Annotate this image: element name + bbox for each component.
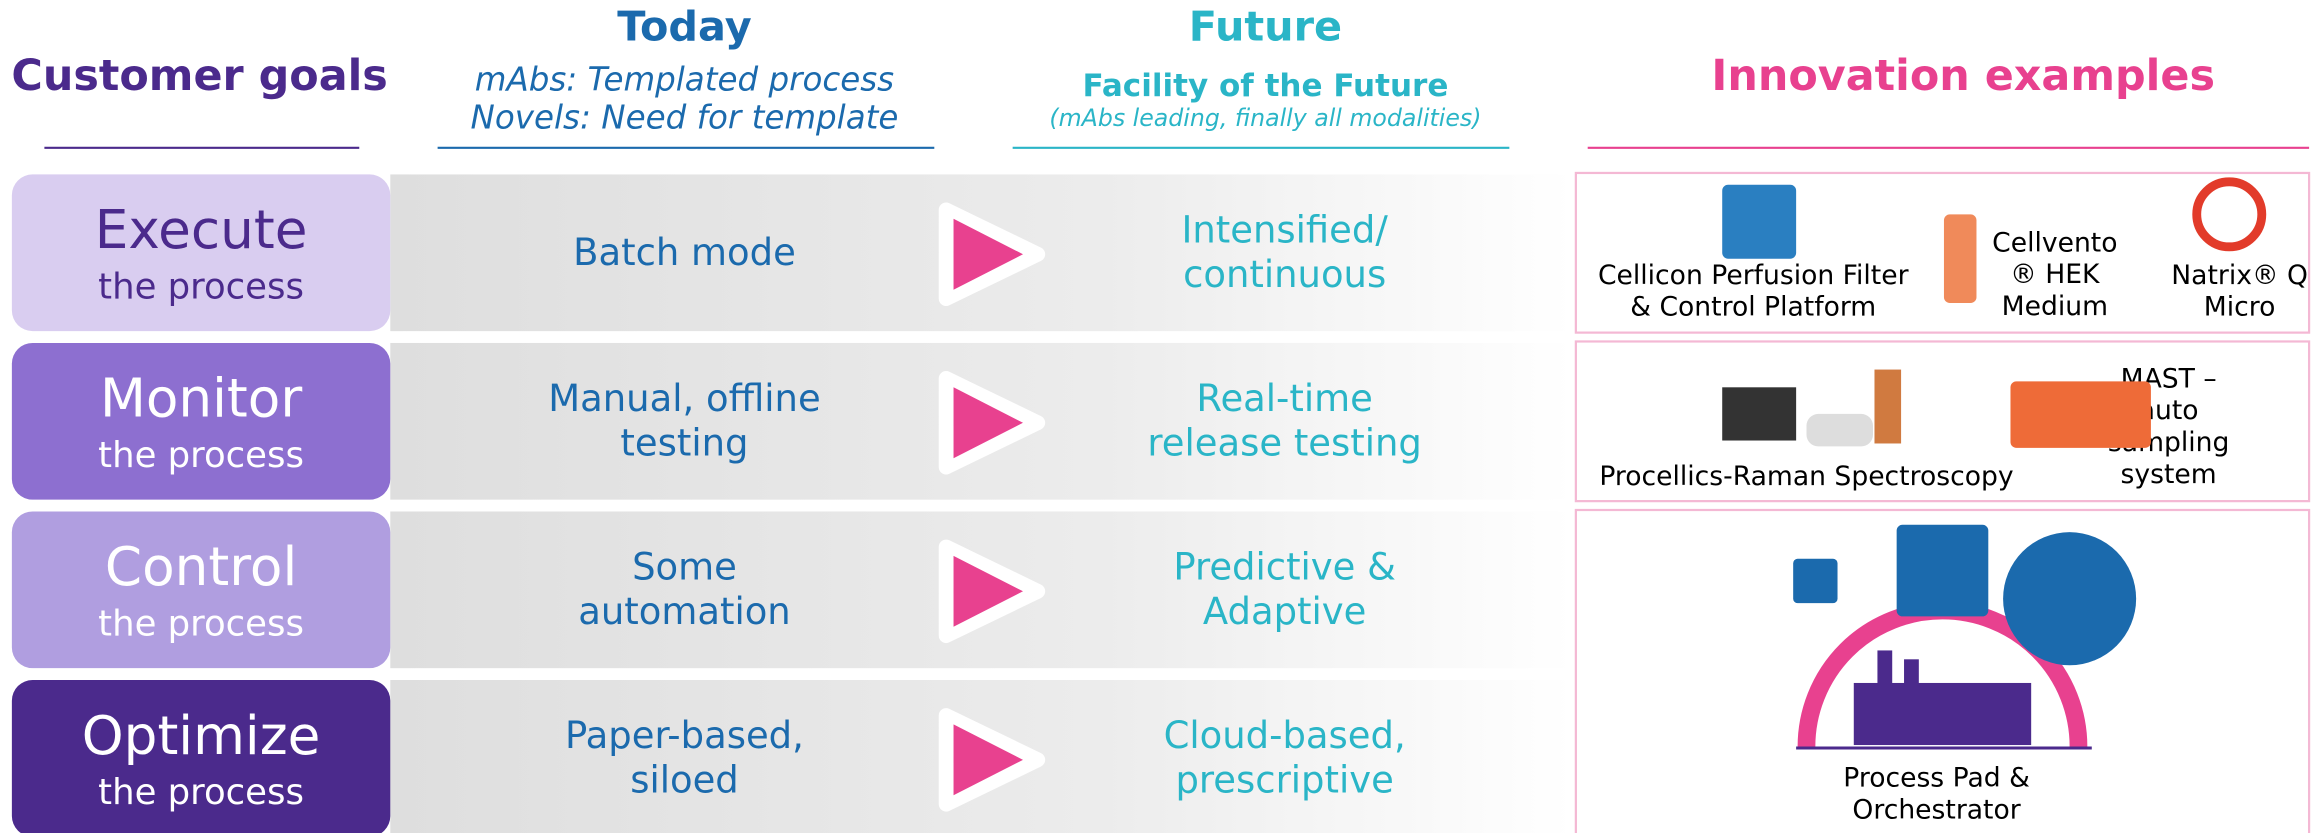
- goal-title: Monitor: [100, 368, 302, 430]
- goal-title: Optimize: [82, 705, 321, 767]
- goal-subtitle: the process: [98, 435, 304, 476]
- goal-title: Control: [105, 536, 297, 598]
- goals-heading: Customer goals: [11, 51, 387, 101]
- future-subtitle: Facility of the Future: [1082, 68, 1448, 104]
- goal-subtitle: the process: [98, 266, 304, 307]
- future-text: Intensified/: [1181, 209, 1388, 252]
- example-label: Procellics-Raman Spectroscopy: [1599, 461, 2013, 492]
- product-image: [2192, 177, 2267, 252]
- example-label: Natrix® Q: [2171, 260, 2308, 291]
- future-heading: Future: [1189, 3, 1342, 51]
- goal-title: Execute: [95, 199, 308, 261]
- future-text: Cloud-based,: [1164, 714, 1406, 757]
- today-heading: Today: [617, 3, 751, 51]
- arrow: [953, 218, 1023, 290]
- goal-subtitle: the process: [98, 772, 304, 813]
- example-label: Orchestrator: [1852, 794, 2020, 825]
- future-note: (mAbs leading, finally all modalities): [1049, 104, 1481, 132]
- goal-box: [11, 680, 391, 833]
- today-text: Batch mode: [573, 231, 796, 274]
- future-text: release testing: [1147, 421, 1422, 464]
- arrow: [953, 724, 1023, 796]
- future-text: Predictive &: [1173, 546, 1396, 589]
- example-label: Medium: [2002, 291, 2108, 322]
- arrow: [953, 555, 1023, 627]
- today-text: Paper-based,: [565, 714, 804, 757]
- process-pad-diagram: [1793, 524, 2137, 750]
- example-frame: [1574, 508, 2311, 833]
- example-label: & Control Platform: [1630, 292, 1876, 323]
- goal-subtitle: the process: [98, 603, 304, 644]
- today-line: mAbs: Templated process: [475, 60, 894, 98]
- today-text: testing: [620, 421, 748, 464]
- rows: Execute the process Batch mode Intensified/…: [11, 171, 2311, 833]
- today-text: Some: [632, 546, 737, 589]
- arrow: [953, 387, 1023, 459]
- goal-box: [11, 174, 391, 332]
- today-line: Novels: Need for template: [471, 99, 899, 137]
- future-text: Real-time: [1196, 377, 1372, 420]
- today-text: Manual, offline: [548, 377, 820, 420]
- example-label: Process Pad &: [1843, 763, 2030, 794]
- future-text: prescriptive: [1175, 758, 1393, 801]
- product-image: [1943, 214, 1977, 304]
- example-label: ® HEK: [2010, 259, 2100, 290]
- example-label: Cellvento: [1992, 227, 2117, 258]
- product-image: [1722, 184, 1797, 259]
- innovation-heading: Innovation examples: [1711, 51, 2215, 101]
- future-text: Adaptive: [1203, 590, 1366, 633]
- today-text: automation: [578, 590, 790, 633]
- today-text: siloed: [630, 758, 739, 801]
- example-frame: [1574, 340, 2311, 503]
- example-frame: [1574, 171, 2311, 334]
- example-label: Cellicon Perfusion Filter: [1598, 260, 1909, 291]
- goal-box: [11, 342, 391, 500]
- product-image: [1722, 387, 1797, 441]
- example-label: system: [2121, 459, 2217, 490]
- example-label: Micro: [2204, 292, 2276, 323]
- product-image: [1806, 413, 1873, 447]
- goal-box: [11, 511, 391, 669]
- product-image: [2010, 381, 2151, 448]
- product-image: [1874, 369, 1902, 444]
- future-text: continuous: [1183, 253, 1386, 296]
